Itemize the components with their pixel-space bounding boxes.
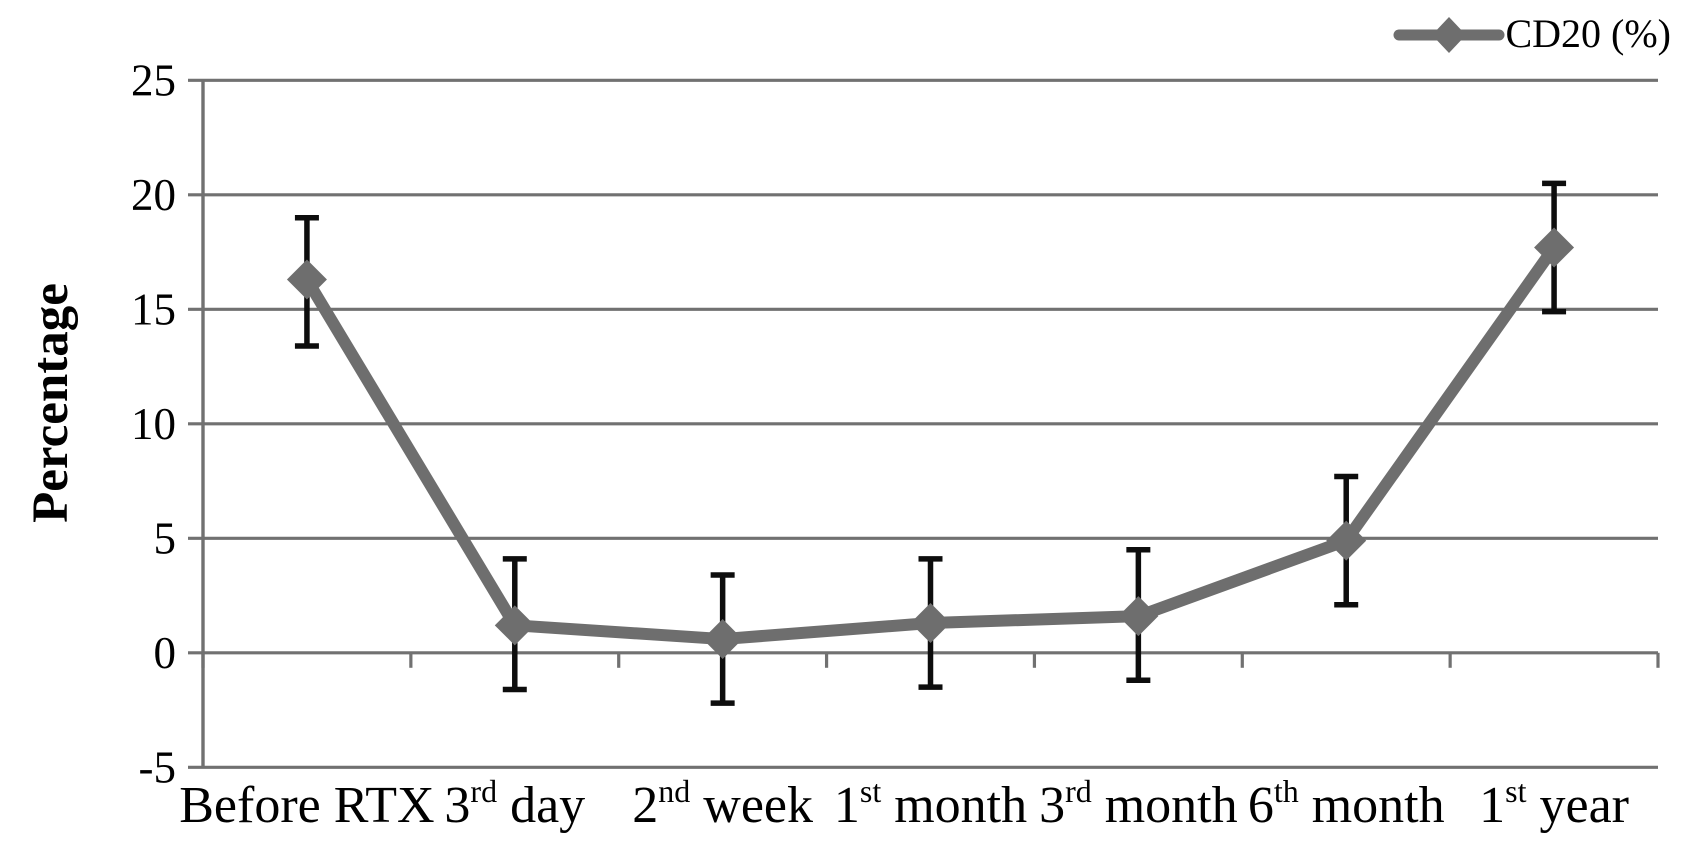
x-axis-label: 6th month <box>1248 773 1445 834</box>
data-point-marker <box>1534 227 1575 268</box>
x-axis-label: 2nd week <box>632 773 813 834</box>
legend-diamond-icon <box>1432 17 1467 53</box>
legend: CD20 (%) <box>1393 8 1671 60</box>
y-axis-label: -5 <box>139 742 177 792</box>
y-axis-label: 0 <box>154 628 177 678</box>
y-axis-label: 15 <box>131 284 176 334</box>
y-axis-label: 5 <box>154 513 177 563</box>
data-point-marker <box>910 603 951 644</box>
x-axis-label: 3rd day <box>444 773 585 834</box>
x-axis-label: 3rd month <box>1039 773 1238 834</box>
x-ticks <box>201 652 1660 668</box>
gridlines <box>188 78 1658 769</box>
legend-label: CD20 (%) <box>1505 11 1671 56</box>
x-axis-label: 1st year <box>1479 773 1629 834</box>
data-point-marker <box>286 259 327 300</box>
y-axis-label: 25 <box>131 55 176 105</box>
data-point-marker <box>494 605 535 646</box>
x-axis-label: 1st month <box>834 773 1027 834</box>
x-axis-label: Before RTX <box>179 777 434 834</box>
x-axis-labels: Before RTX 3rd day 2nd week 1st month 3rd mo… <box>179 773 1629 834</box>
y-axis-title: Percentage <box>23 283 79 523</box>
data-point-marker <box>1326 520 1367 561</box>
y-axis-labels: -5 0 5 10 15 20 25 <box>131 55 176 792</box>
data-point-marker <box>1118 596 1159 637</box>
legend-line-marker-icon <box>1393 17 1505 53</box>
data-point-markers <box>286 227 1575 660</box>
y-axis-label: 10 <box>131 399 176 449</box>
y-axis-label: 20 <box>131 170 176 220</box>
data-point-marker <box>702 619 743 660</box>
